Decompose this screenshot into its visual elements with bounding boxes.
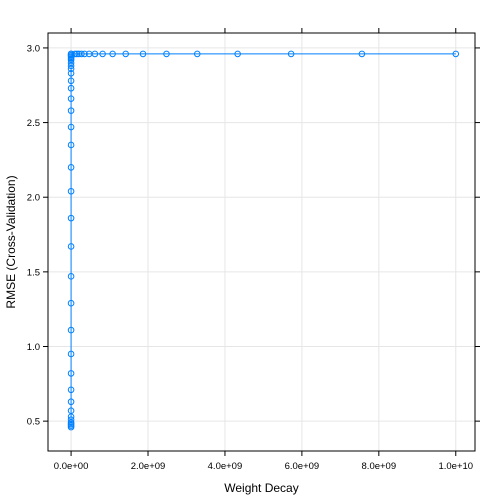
data-point — [67, 123, 75, 131]
x-tick-label: 4.0e+09 — [208, 461, 243, 472]
x-axis-title: Weight Decay — [224, 481, 298, 495]
y-tick-label: 3.0 — [27, 43, 40, 54]
data-point — [163, 50, 170, 58]
x-tick-label: 1.0e+10 — [438, 461, 473, 472]
data-point — [67, 243, 75, 250]
data-point — [67, 416, 75, 423]
data-point — [73, 50, 81, 58]
y-axis: 0.5 1.0 1.5 2.0 2.5 3.0 — [27, 43, 480, 428]
y-tick-label: 1.5 — [27, 267, 40, 278]
data-point — [67, 77, 75, 85]
data-point — [91, 50, 99, 58]
data-point — [81, 50, 88, 58]
x-tick-label: 2.0e+09 — [131, 461, 166, 472]
data-point — [67, 214, 75, 222]
data-point — [67, 350, 75, 358]
data-point — [67, 70, 75, 77]
x-axis: 0.0e+00 2.0e+09 4.0e+09 6.0e+09 8.0e+09 1.0e+… — [54, 28, 473, 472]
x-tick-label: 8.0e+09 — [362, 461, 397, 472]
data-point — [67, 84, 75, 92]
data-point — [193, 50, 201, 58]
data-point — [139, 50, 147, 58]
data-point — [71, 50, 79, 58]
data-point — [109, 50, 116, 58]
data-point — [67, 386, 75, 394]
data-point — [67, 398, 75, 406]
data-point — [67, 187, 75, 195]
y-axis-title: RMSE (Cross-Validation) — [4, 175, 18, 308]
data-point — [67, 95, 75, 102]
data-point — [99, 50, 106, 58]
data-point — [122, 50, 130, 58]
data-point — [287, 50, 295, 58]
x-tick-label: 6.0e+09 — [285, 461, 320, 472]
data-point — [358, 50, 366, 58]
data-point — [67, 273, 75, 280]
grid — [48, 33, 475, 451]
series-line — [70, 53, 456, 428]
y-tick-label: 2.0 — [27, 193, 40, 204]
data-point — [67, 370, 75, 377]
y-tick-label: 2.5 — [27, 118, 40, 129]
data-point — [67, 407, 75, 414]
data-point — [67, 164, 75, 171]
data-point — [67, 107, 75, 114]
data-point — [78, 50, 85, 58]
data-point — [67, 326, 75, 334]
plot-frame — [47, 32, 476, 452]
data-point — [67, 299, 75, 307]
x-tick-label: 0.0e+00 — [54, 461, 89, 472]
data-point — [452, 50, 460, 58]
data-point — [234, 50, 241, 58]
data-point — [67, 141, 75, 149]
series — [67, 50, 460, 431]
y-tick-label: 0.5 — [27, 417, 40, 428]
y-tick-label: 1.0 — [27, 342, 40, 353]
